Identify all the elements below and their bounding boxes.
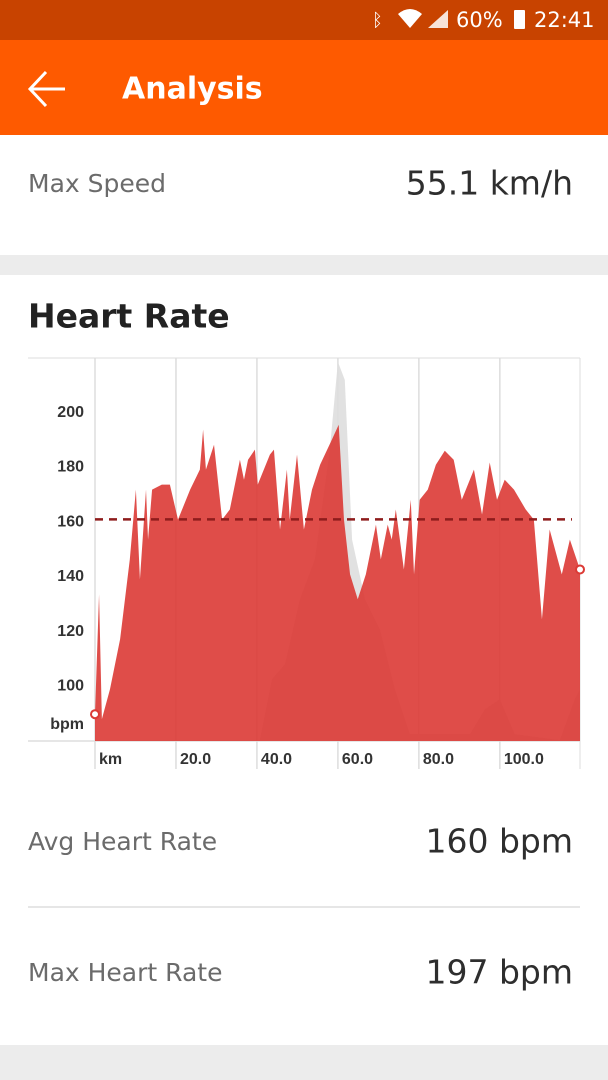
battery-icon — [514, 10, 525, 29]
heart-rate-chart: km 20.0 40.0 60.0 80.0 100.0 bpm 100 120 140 160 18… — [28, 357, 585, 769]
y-tick-label: 160 — [57, 513, 84, 530]
separator — [0, 255, 608, 275]
back-button[interactable] — [27, 70, 65, 108]
max-label: Max Heart Rate — [28, 958, 222, 987]
endpoint-marker — [90, 709, 100, 720]
endpoint-marker — [575, 564, 585, 575]
y-tick-label: bpm — [50, 716, 84, 733]
avg-label: Avg Heart Rate — [28, 827, 217, 856]
avg-value: 160 bpm — [425, 822, 573, 861]
section-title: Heart Rate — [28, 297, 230, 336]
x-tick-label: 80.0 — [423, 751, 454, 768]
battery-text: 60% — [456, 8, 503, 32]
y-tick-label: 140 — [57, 568, 84, 585]
wifi-icon — [398, 9, 422, 28]
x-tick-label: 40.0 — [261, 751, 292, 768]
y-tick-label: 100 — [57, 678, 84, 695]
max-speed-value: 55.1 km/h — [406, 164, 573, 203]
area — [95, 424, 580, 741]
separator — [0, 1045, 608, 1080]
bluetooth-icon: ᛒ — [372, 10, 383, 31]
app-title: Analysis — [122, 72, 263, 107]
y-tick-label: 180 — [57, 459, 84, 476]
signal-icon — [428, 10, 448, 28]
x-tick-label: 60.0 — [342, 751, 373, 768]
x-tick-label: km — [99, 751, 122, 768]
x-tick-label: 20.0 — [180, 751, 211, 768]
clock: 22:41 — [534, 8, 595, 32]
y-tick-label: 120 — [57, 623, 84, 640]
status-bar — [0, 0, 608, 40]
x-tick-label: 100.0 — [504, 751, 544, 768]
app-bar — [0, 40, 608, 135]
max-value: 197 bpm — [425, 953, 573, 992]
y-tick-label: 200 — [57, 404, 84, 421]
max-speed-label: Max Speed — [28, 169, 166, 198]
